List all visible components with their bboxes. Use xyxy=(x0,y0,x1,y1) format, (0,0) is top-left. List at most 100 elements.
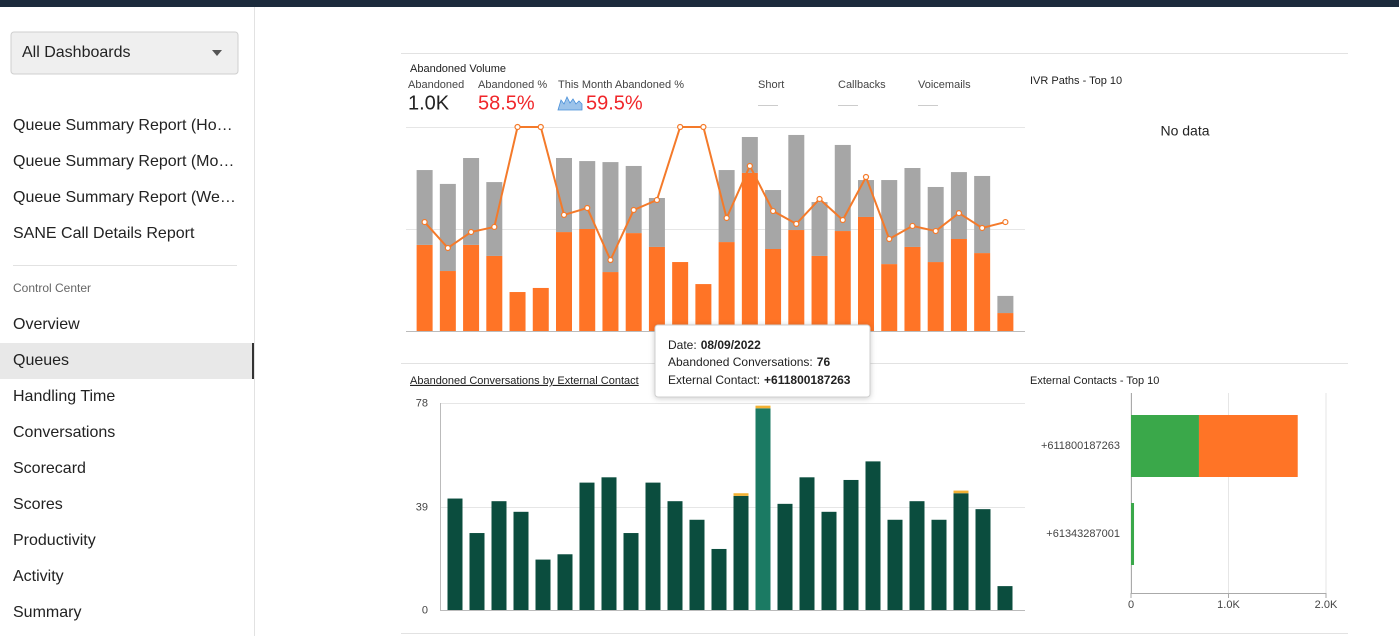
bar-segment[interactable] xyxy=(953,490,969,494)
x-tick-label: 2.0K xyxy=(1315,599,1338,611)
bar-segment[interactable] xyxy=(667,501,683,610)
bar-segment[interactable] xyxy=(865,461,881,610)
line-point xyxy=(746,162,753,170)
tooltip-label: Abandoned Conversations: xyxy=(668,355,813,369)
report-link[interactable]: Queue Summary Report (We… xyxy=(13,189,236,206)
nav-item[interactable]: Queues xyxy=(13,352,69,369)
tooltip-box xyxy=(654,324,871,398)
line-point xyxy=(584,204,591,212)
section-label: Control Center xyxy=(13,281,91,295)
bar-segment[interactable] xyxy=(623,533,639,610)
bar-segment xyxy=(997,313,1014,331)
bar-segment[interactable] xyxy=(975,509,991,610)
bar-segment[interactable] xyxy=(821,511,837,610)
bar-segment[interactable] xyxy=(953,493,969,610)
dropdown-arrow[interactable] xyxy=(212,50,222,56)
stat-value: 58.5% xyxy=(478,92,535,114)
line-point xyxy=(491,223,498,231)
bar-segment[interactable] xyxy=(645,482,661,610)
line-point xyxy=(862,173,870,181)
bar-segment[interactable] xyxy=(931,519,947,610)
tooltip-value: 76 xyxy=(817,355,831,369)
report-link[interactable]: Queue Summary Report (Mo… xyxy=(13,153,234,170)
line-point xyxy=(467,228,475,236)
tooltip-line: Abandoned Conversations: 76 xyxy=(668,355,830,369)
bar-segment xyxy=(904,168,921,247)
line-point xyxy=(979,224,986,232)
nav-item[interactable]: Scorecard xyxy=(13,460,86,477)
bar-segment xyxy=(811,255,828,331)
bar-segment[interactable] xyxy=(733,495,749,610)
line-point xyxy=(700,123,707,131)
stat-label: Callbacks xyxy=(838,79,886,91)
bar-segment[interactable] xyxy=(689,519,705,610)
bar-segment[interactable] xyxy=(777,503,793,610)
bar-segment xyxy=(532,287,549,331)
y-tick-label: +611800187263 xyxy=(1041,440,1120,452)
tooltip-value: +611800187263 xyxy=(764,373,851,387)
line-point xyxy=(630,206,637,214)
nav-item[interactable]: Overview xyxy=(13,316,80,333)
report-link[interactable]: SANE Call Details Report xyxy=(13,225,195,242)
bar-segment[interactable] xyxy=(447,498,463,610)
bar-segment[interactable] xyxy=(469,533,485,610)
bar-segment xyxy=(439,271,456,331)
bar-segment xyxy=(881,264,898,331)
line-point xyxy=(839,216,846,224)
bar-segment xyxy=(695,284,712,331)
nav-item[interactable]: Summary xyxy=(13,604,81,621)
bar-segment[interactable] xyxy=(535,559,551,610)
bar-segment xyxy=(439,183,456,272)
line-point xyxy=(769,207,777,215)
y-tick-label: 0 xyxy=(422,604,428,616)
bar-segment[interactable] xyxy=(733,493,749,496)
bar-segment[interactable] xyxy=(755,405,771,409)
no-data: No data xyxy=(1160,123,1209,139)
bar-segment xyxy=(904,246,921,331)
bar-segment xyxy=(416,170,433,245)
bar-segment xyxy=(974,253,991,331)
report-link[interactable]: Queue Summary Report (Ho… xyxy=(13,117,233,134)
bar-segment[interactable] xyxy=(887,519,903,610)
bar-segment[interactable] xyxy=(997,586,1013,610)
bar-segment[interactable] xyxy=(909,501,925,610)
dropdown-label[interactable]: All Dashboards xyxy=(22,44,131,61)
bar-segment[interactable] xyxy=(579,482,595,610)
line-point xyxy=(514,123,521,131)
bar-segment xyxy=(927,186,944,263)
line-point xyxy=(653,196,661,204)
nav-item[interactable]: Activity xyxy=(13,568,64,585)
panel-title: IVR Paths - Top 10 xyxy=(1030,75,1122,87)
nav-item[interactable]: Scores xyxy=(13,496,63,513)
line-point xyxy=(723,214,730,222)
bar-segment[interactable] xyxy=(513,511,529,610)
line-point xyxy=(421,218,428,226)
line-point xyxy=(955,209,963,217)
bar-segment[interactable] xyxy=(557,554,573,610)
x-tick-label: 0 xyxy=(1128,599,1134,611)
bar-segment[interactable] xyxy=(601,477,617,610)
tooltip-line: Date: 08/09/2022 xyxy=(668,338,761,352)
dashboard-dropdown[interactable] xyxy=(10,31,239,75)
bar-segment xyxy=(463,244,480,331)
bar-segment xyxy=(486,255,503,331)
line-point xyxy=(886,235,893,243)
nav-item[interactable]: Conversations xyxy=(13,424,115,441)
bar-segment[interactable] xyxy=(799,477,815,610)
bar-segment xyxy=(648,246,665,331)
panel-title[interactable]: Abandoned Conversations by External Cont… xyxy=(410,375,639,387)
bar-segment[interactable] xyxy=(491,501,507,610)
bar-segment xyxy=(1131,415,1199,477)
panel-title: Abandoned Volume xyxy=(410,63,506,75)
nav-item[interactable]: Handling Time xyxy=(13,388,115,405)
line-point xyxy=(793,220,800,227)
line xyxy=(423,126,1006,263)
line-point xyxy=(560,211,568,219)
bar-segment[interactable] xyxy=(843,479,859,610)
y-tick-label: 39 xyxy=(416,501,428,513)
bar-segment[interactable] xyxy=(711,548,727,610)
bar-segment xyxy=(672,262,689,331)
nav-item[interactable]: Productivity xyxy=(13,532,96,549)
bar-segment xyxy=(834,144,851,232)
bar-segment[interactable] xyxy=(755,408,771,610)
